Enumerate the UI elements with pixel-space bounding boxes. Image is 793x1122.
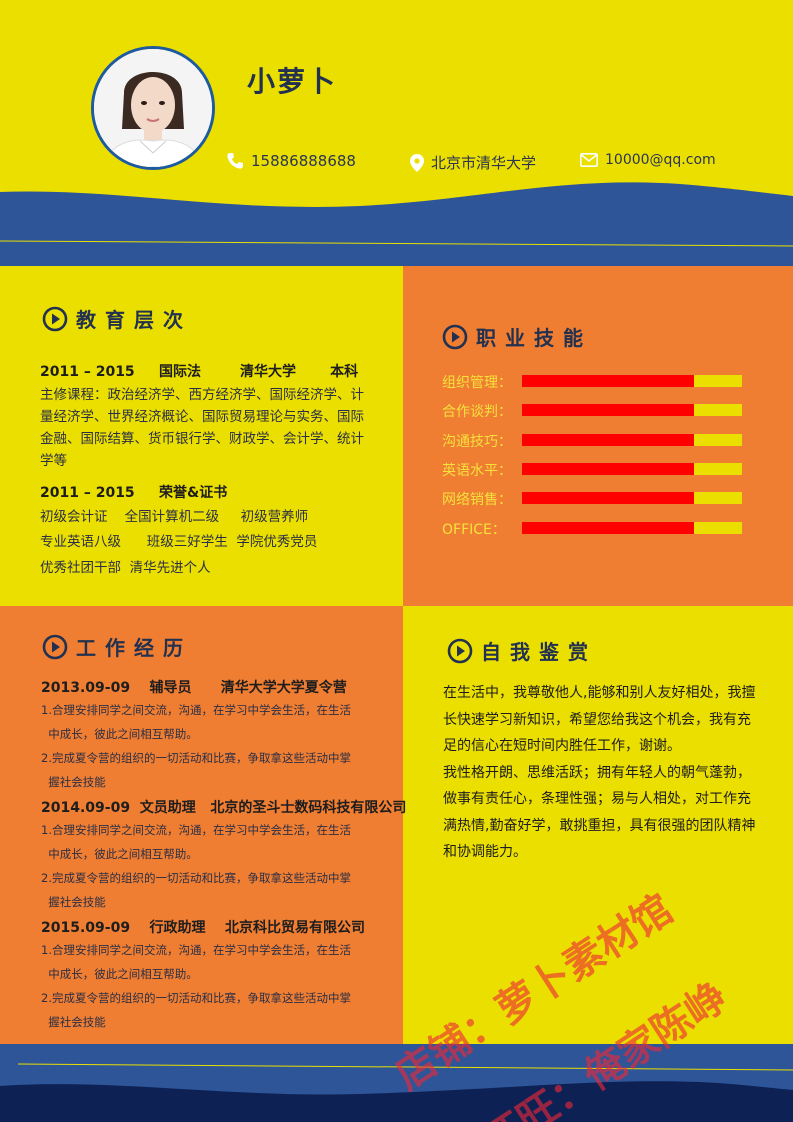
- work-heading: 工作经历: [42, 632, 192, 661]
- work-panel: [0, 606, 403, 1046]
- skill-label: 组织管理：: [442, 375, 512, 391]
- job-line: 2.完成夏令营的组织的一切活动和比赛，争取拿这些活动中掌: [41, 871, 351, 885]
- avatar: [91, 46, 215, 170]
- self-heading: 自我鉴赏: [447, 636, 597, 665]
- skill-level-bar: [522, 521, 742, 534]
- phone-icon: [227, 153, 243, 169]
- self-paragraph-2: 我性格开朗、思维活跃；拥有年轻人的朝气蓬勃，做事有责任心，条理性强；易与人相处，…: [443, 764, 756, 861]
- portrait-photo: [94, 49, 212, 167]
- play-circle-icon: [42, 306, 68, 331]
- footer-wave: [0, 1044, 793, 1122]
- skill-level-bar: [522, 492, 742, 505]
- play-circle-icon: [42, 634, 68, 659]
- education-title: 教育层次: [76, 308, 192, 332]
- skill-level-fill: [522, 492, 694, 505]
- candidate-name: 小萝卜: [247, 65, 338, 98]
- skill-level-bar: [522, 404, 742, 417]
- job-line: 1.合理安排同学之间交流，沟通，在学习中学会生活，在生活: [41, 823, 351, 837]
- job-header: 2015.09-09 行政助理 北京科比贸易有限公司: [41, 920, 366, 936]
- contact-email: 10000@qq.com: [580, 152, 716, 168]
- skill-label: OFFICE：: [442, 521, 506, 538]
- location-pin-icon: [410, 153, 424, 172]
- job-header: 2013.09-09 辅导员 清华大学大学夏令营: [41, 680, 347, 696]
- skill-label: 英语水平：: [442, 462, 512, 479]
- education-courses: 主修课程：政治经济学、西方经济学、国际经济学、计量经济学、世界经济概论、国际贸易…: [40, 387, 364, 469]
- education-honors-row: 2011 – 2015 荣誉&证书: [40, 485, 228, 501]
- skill-level-fill: [522, 404, 694, 417]
- job-line: 握社会技能: [41, 775, 106, 789]
- cert-line: 专业英语八级 班级三好学生 学院优秀党员: [40, 534, 318, 550]
- self-assessment-text: 在生活中，我尊敬他人,能够和别人友好相处，我擅长快速学习新知识，希望您给我这个机…: [443, 680, 761, 866]
- skill-level-bar: [522, 375, 742, 387]
- job-line: 1.合理安排同学之间交流，沟通，在学习中学会生活，在生活: [41, 943, 351, 957]
- skill-label: 合作谈判：: [442, 404, 512, 421]
- job-line: 握社会技能: [41, 895, 106, 909]
- work-title: 工作经历: [76, 636, 192, 660]
- job-line: 握社会技能: [41, 1015, 106, 1029]
- footer-wave-background: [0, 1044, 793, 1122]
- skill-level-bar: [522, 462, 742, 475]
- self-assessment-panel: [403, 606, 793, 1046]
- contact-location: 北京市清华大学: [410, 152, 536, 173]
- cert-line: 优秀社团干部 清华先进个人: [40, 560, 211, 576]
- education-degree-row: 2011 – 2015 国际法 清华大学 本科: [40, 364, 359, 380]
- job-line: 1.合理安排同学之间交流，沟通，在学习中学会生活，在生活: [41, 703, 351, 717]
- skill-row: 合作谈判：: [442, 401, 742, 421]
- skill-level-bar: [522, 433, 742, 446]
- phone-number: 15886888688: [251, 152, 356, 170]
- job-line: 2.完成夏令营的组织的一切活动和比赛，争取拿这些活动中掌: [41, 751, 351, 765]
- skill-level-fill: [522, 433, 694, 446]
- skill-row: 英语水平：: [442, 460, 742, 480]
- education-panel: [0, 266, 403, 606]
- job-line: 中成长，彼此之间相互帮助。: [41, 727, 198, 741]
- mail-icon: [580, 153, 598, 167]
- play-circle-icon: [442, 324, 468, 349]
- skill-level-fill: [522, 375, 694, 387]
- header: 小萝卜 15886888688 北京市清华大学 10000@qq.com: [0, 0, 793, 266]
- skill-level-fill: [522, 462, 694, 475]
- job-line: 2.完成夏令营的组织的一切活动和比赛，争取拿这些活动中掌: [41, 991, 351, 1005]
- contact-phone: 15886888688: [226, 152, 356, 170]
- job-header: 2014.09-09 文员助理 北京的圣斗士数码科技有限公司: [41, 800, 407, 816]
- job-line: 中成长，彼此之间相互帮助。: [41, 967, 198, 981]
- skill-level-fill: [522, 521, 694, 534]
- play-circle-icon: [447, 638, 473, 663]
- skill-row: 网络销售：: [442, 489, 742, 509]
- skill-label: 网络销售：: [442, 492, 512, 509]
- skills-heading: 职业技能: [442, 322, 592, 351]
- skill-row: 组织管理：: [442, 372, 742, 392]
- self-paragraph-1: 在生活中，我尊敬他人,能够和别人友好相处，我擅长快速学习新知识，希望您给我这个机…: [443, 685, 756, 754]
- self-title: 自我鉴赏: [481, 640, 597, 664]
- skill-label: 沟通技巧：: [442, 433, 512, 450]
- email-text: 10000@qq.com: [605, 152, 716, 168]
- skill-row: 沟通技巧：: [442, 431, 742, 451]
- education-heading: 教育层次: [42, 304, 192, 333]
- job-line: 中成长，彼此之间相互帮助。: [41, 847, 198, 861]
- skill-row: OFFICE：: [442, 519, 742, 539]
- location-text: 北京市清华大学: [431, 154, 537, 172]
- skills-title: 职业技能: [476, 326, 592, 350]
- cert-line: 初级会计证 全国计算机二级 初级营养师: [40, 509, 309, 525]
